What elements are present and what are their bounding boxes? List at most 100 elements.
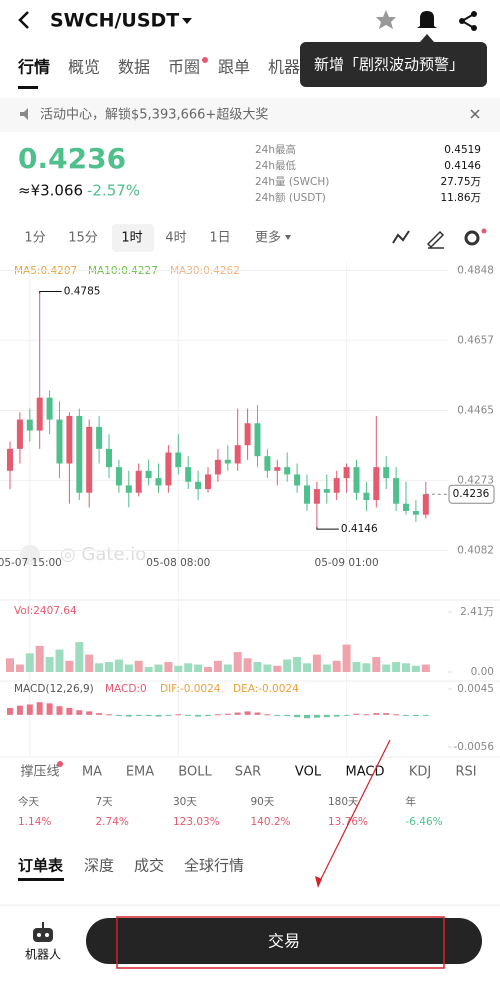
- trade-button[interactable]: [86, 918, 482, 964]
- interval[interactable]: 1时: [121, 231, 142, 246]
- order-tab[interactable]: 成交: [134, 857, 164, 875]
- indicator-tab[interactable]: KDJ: [409, 765, 431, 780]
- interval[interactable]: 4时: [165, 231, 186, 246]
- pair[interactable]: SWCH/USDT: [50, 10, 179, 32]
- candle-body: [135, 470, 142, 493]
- tab[interactable]: 币圈: [168, 58, 200, 77]
- volume-bar: [322, 664, 331, 672]
- candle-body: [155, 478, 162, 486]
- macd-bar: [86, 711, 93, 715]
- period-label: 7天: [96, 796, 114, 808]
- stat-label: 24h最高: [255, 143, 296, 156]
- macd-bar: [115, 714, 122, 716]
- macd-bar: [304, 714, 310, 719]
- indicator-tab[interactable]: 撑压线: [20, 765, 59, 780]
- volume-bar: [233, 652, 242, 672]
- order-tab[interactable]: 深度: [84, 857, 114, 875]
- banner-text[interactable]: 活动中心，解锁$5,393,666+超级大奖: [40, 107, 268, 123]
- indicator-tab[interactable]: VOL: [295, 765, 322, 780]
- period-change: 140.2%: [251, 816, 291, 828]
- volume-bar: [411, 665, 420, 672]
- macd-bar: [353, 713, 360, 715]
- order-tab[interactable]: 订单表: [18, 857, 64, 875]
- volume-bar: [45, 657, 54, 672]
- indicator-tab[interactable]: EMA: [126, 765, 154, 780]
- x-tick-label: 05-08 08:00: [146, 557, 210, 569]
- volume-bar: [95, 663, 104, 672]
- period-change: 2.74%: [96, 816, 129, 828]
- macd-bar: [373, 713, 380, 715]
- indicator-tab[interactable]: RSI: [455, 765, 476, 780]
- arrow-line: [317, 739, 391, 886]
- macd-bar: [56, 706, 63, 715]
- tab[interactable]: 机器: [268, 58, 300, 77]
- tab-underline: [18, 86, 38, 89]
- macd-bar: [234, 712, 241, 715]
- macd-label: MACD:0: [105, 683, 147, 695]
- macd-bar: [393, 714, 400, 716]
- robot-icon[interactable]: [33, 922, 53, 942]
- order-tab[interactable]: 全球行情: [184, 857, 244, 875]
- back-button[interactable]: [18, 11, 29, 29]
- volume-bar: [164, 662, 173, 672]
- last-price: 0.4236: [18, 142, 126, 175]
- interval[interactable]: 15分: [68, 231, 98, 246]
- macd-bar: [26, 704, 33, 715]
- indicator-tab[interactable]: MACD: [346, 765, 385, 780]
- candle-body: [16, 419, 23, 449]
- indicator-tab[interactable]: BOLL: [178, 765, 212, 780]
- trade-label[interactable]: 交易: [268, 932, 300, 951]
- indicator-tab[interactable]: MA: [82, 765, 102, 780]
- volume-bar: [293, 657, 302, 672]
- interval[interactable]: 1日: [209, 231, 230, 246]
- volume-bar: [124, 664, 133, 672]
- macd-bar: [333, 714, 340, 717]
- interval[interactable]: 更多: [255, 230, 281, 246]
- volume-bar: [184, 663, 193, 672]
- macd-bar: [7, 707, 13, 715]
- volume-bar: [243, 658, 252, 672]
- ma-label: MA10:0.4227: [88, 265, 158, 277]
- volume-bar: [105, 662, 113, 672]
- candle-body: [36, 397, 43, 431]
- macd-bar: [383, 713, 390, 715]
- tab[interactable]: 行情: [17, 58, 50, 77]
- close-banner[interactable]: [470, 109, 480, 119]
- settings-icon[interactable]: [464, 230, 480, 246]
- interval[interactable]: 1分: [24, 231, 45, 246]
- robot-label[interactable]: 机器人: [25, 948, 61, 962]
- macd-bar: [16, 705, 23, 715]
- tab[interactable]: 数据: [118, 58, 150, 77]
- highlight-box: [116, 916, 445, 969]
- y-tick-label: 0.4273: [457, 475, 494, 487]
- indicator-tab[interactable]: SAR: [235, 765, 261, 780]
- share[interactable]: [459, 11, 477, 31]
- indicator-icon[interactable]: [392, 230, 410, 244]
- candle-body: [284, 467, 291, 475]
- alert-bell[interactable]: [417, 11, 437, 28]
- arrow-head: [315, 876, 322, 888]
- volume-bar: [75, 642, 84, 672]
- tab[interactable]: 概览: [68, 58, 100, 77]
- dropdown[interactable]: [182, 18, 192, 24]
- stat-value: 0.4519: [444, 144, 481, 156]
- volume-bar: [35, 645, 44, 672]
- period-label: 90天: [251, 796, 275, 808]
- volume-bar: [204, 667, 212, 672]
- candle-body: [274, 467, 281, 471]
- candle-body: [175, 452, 182, 468]
- cny-price: ≈¥3.066: [18, 182, 83, 200]
- stat-value: 27.75万: [440, 176, 481, 188]
- macd-bar: [422, 714, 429, 716]
- candle-body: [244, 423, 251, 446]
- tooltip-arrow: [420, 34, 434, 42]
- draw-icon[interactable]: [426, 230, 445, 249]
- star[interactable]: [376, 10, 396, 29]
- dot: [202, 57, 208, 63]
- candle-body: [185, 467, 192, 482]
- candle-body: [363, 492, 370, 501]
- macd-bar: [214, 714, 221, 716]
- tab[interactable]: 跟单: [218, 58, 250, 77]
